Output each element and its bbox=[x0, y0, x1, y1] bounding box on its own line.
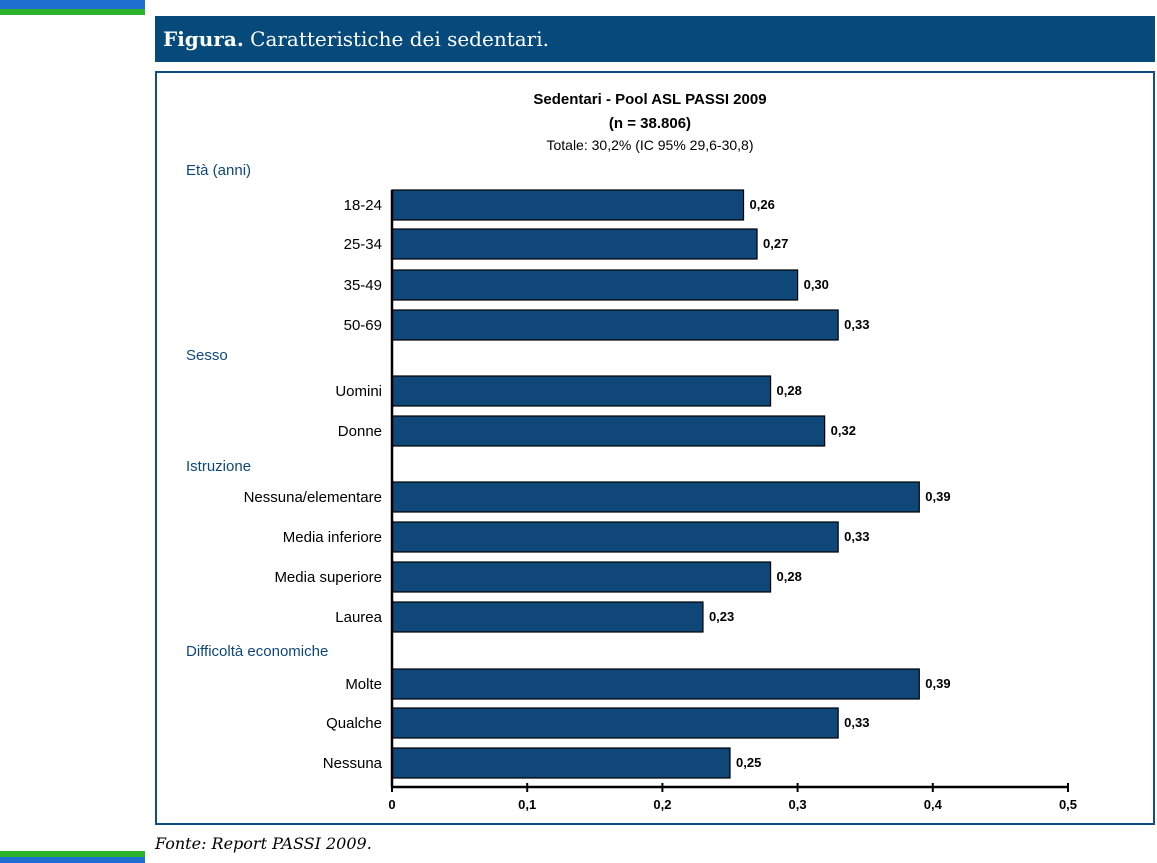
x-tick-label: 0 bbox=[388, 797, 395, 812]
value-label: 0,33 bbox=[844, 715, 869, 730]
category-label: 50-69 bbox=[344, 317, 382, 334]
category-label: Media inferiore bbox=[283, 529, 382, 546]
bar bbox=[391, 668, 920, 700]
value-label: 0,26 bbox=[750, 197, 775, 212]
x-tick-label: 0,2 bbox=[653, 797, 671, 812]
value-label: 0,27 bbox=[763, 236, 788, 251]
category-label: Laurea bbox=[335, 609, 382, 626]
category-label: Molte bbox=[345, 676, 382, 693]
bar bbox=[391, 309, 839, 341]
value-label: 0,32 bbox=[831, 423, 856, 438]
value-label: 0,23 bbox=[709, 609, 734, 624]
x-tick-label: 0,5 bbox=[1059, 797, 1077, 812]
value-label: 0,39 bbox=[925, 489, 950, 504]
bar bbox=[391, 707, 839, 739]
value-label: 0,33 bbox=[844, 529, 869, 544]
bar bbox=[391, 601, 704, 633]
category-label: 18-24 bbox=[344, 197, 382, 214]
value-label: 0,39 bbox=[925, 676, 950, 691]
category-label: Uomini bbox=[335, 383, 382, 400]
x-tick-label: 0,4 bbox=[924, 797, 943, 812]
value-label: 0,25 bbox=[736, 755, 761, 770]
category-label: Nessuna bbox=[323, 755, 383, 772]
group-header: Sesso bbox=[186, 347, 228, 364]
bar bbox=[391, 747, 731, 779]
bar bbox=[391, 269, 799, 301]
top-green-stripe bbox=[0, 9, 145, 15]
bar bbox=[391, 521, 839, 553]
bar bbox=[391, 375, 772, 407]
group-header: Difficoltà economiche bbox=[186, 643, 328, 660]
value-label: 0,28 bbox=[777, 383, 802, 398]
category-label: Media superiore bbox=[274, 569, 382, 586]
chart-title: Sedentari - Pool ASL PASSI 2009 bbox=[533, 91, 766, 108]
bar bbox=[391, 561, 772, 593]
figure-title: Caratteristiche dei sedentari. bbox=[250, 27, 549, 51]
category-label: Donne bbox=[338, 423, 382, 440]
chart-note: Totale: 30,2% (IC 95% 29,6-30,8) bbox=[546, 137, 753, 153]
value-label: 0,33 bbox=[844, 317, 869, 332]
bottom-green-stripe bbox=[0, 851, 145, 857]
category-label: Qualche bbox=[326, 715, 382, 732]
top-blue-stripe bbox=[0, 0, 145, 9]
bar bbox=[391, 415, 826, 447]
value-label: 0,28 bbox=[777, 569, 802, 584]
group-header: Istruzione bbox=[186, 458, 251, 475]
category-label: Nessuna/elementare bbox=[244, 489, 382, 506]
category-label: 35-49 bbox=[344, 277, 382, 294]
bar bbox=[391, 189, 745, 221]
bar bbox=[391, 481, 920, 513]
bottom-blue-stripe bbox=[0, 857, 145, 863]
value-label: 0,30 bbox=[804, 277, 829, 292]
chart-subtitle: (n = 38.806) bbox=[609, 115, 691, 132]
figure-header: Figura. Caratteristiche dei sedentari. bbox=[155, 16, 1155, 62]
bar bbox=[391, 228, 758, 260]
group-header: Età (anni) bbox=[186, 162, 251, 179]
x-tick-label: 0,3 bbox=[789, 797, 807, 812]
source-note: Fonte: Report PASSI 2009. bbox=[155, 834, 372, 853]
category-label: 25-34 bbox=[344, 236, 382, 253]
figure-label: Figura. bbox=[163, 27, 244, 51]
x-tick-label: 0,1 bbox=[518, 797, 536, 812]
